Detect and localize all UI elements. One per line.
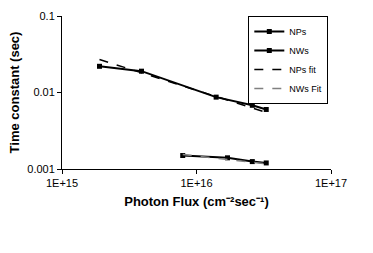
svg-text:Time constant (sec): Time constant (sec): [7, 32, 22, 154]
svg-text:1E+16: 1E+16: [180, 177, 212, 189]
svg-text:1E+15: 1E+15: [46, 177, 78, 189]
svg-text:0.001: 0.001: [27, 163, 55, 175]
svg-text:NPs: NPs: [289, 27, 307, 37]
svg-text:1E+17: 1E+17: [315, 177, 347, 189]
svg-text:Photon Flux (cm⁻²sec⁻¹): Photon Flux (cm⁻²sec⁻¹): [124, 194, 269, 209]
svg-text:NPs fit: NPs fit: [289, 65, 316, 75]
svg-text:NWs Fit: NWs Fit: [289, 84, 321, 94]
svg-text:0.1: 0.1: [40, 10, 55, 22]
svg-text:0.01: 0.01: [33, 86, 54, 98]
svg-text:NWs: NWs: [289, 46, 309, 56]
